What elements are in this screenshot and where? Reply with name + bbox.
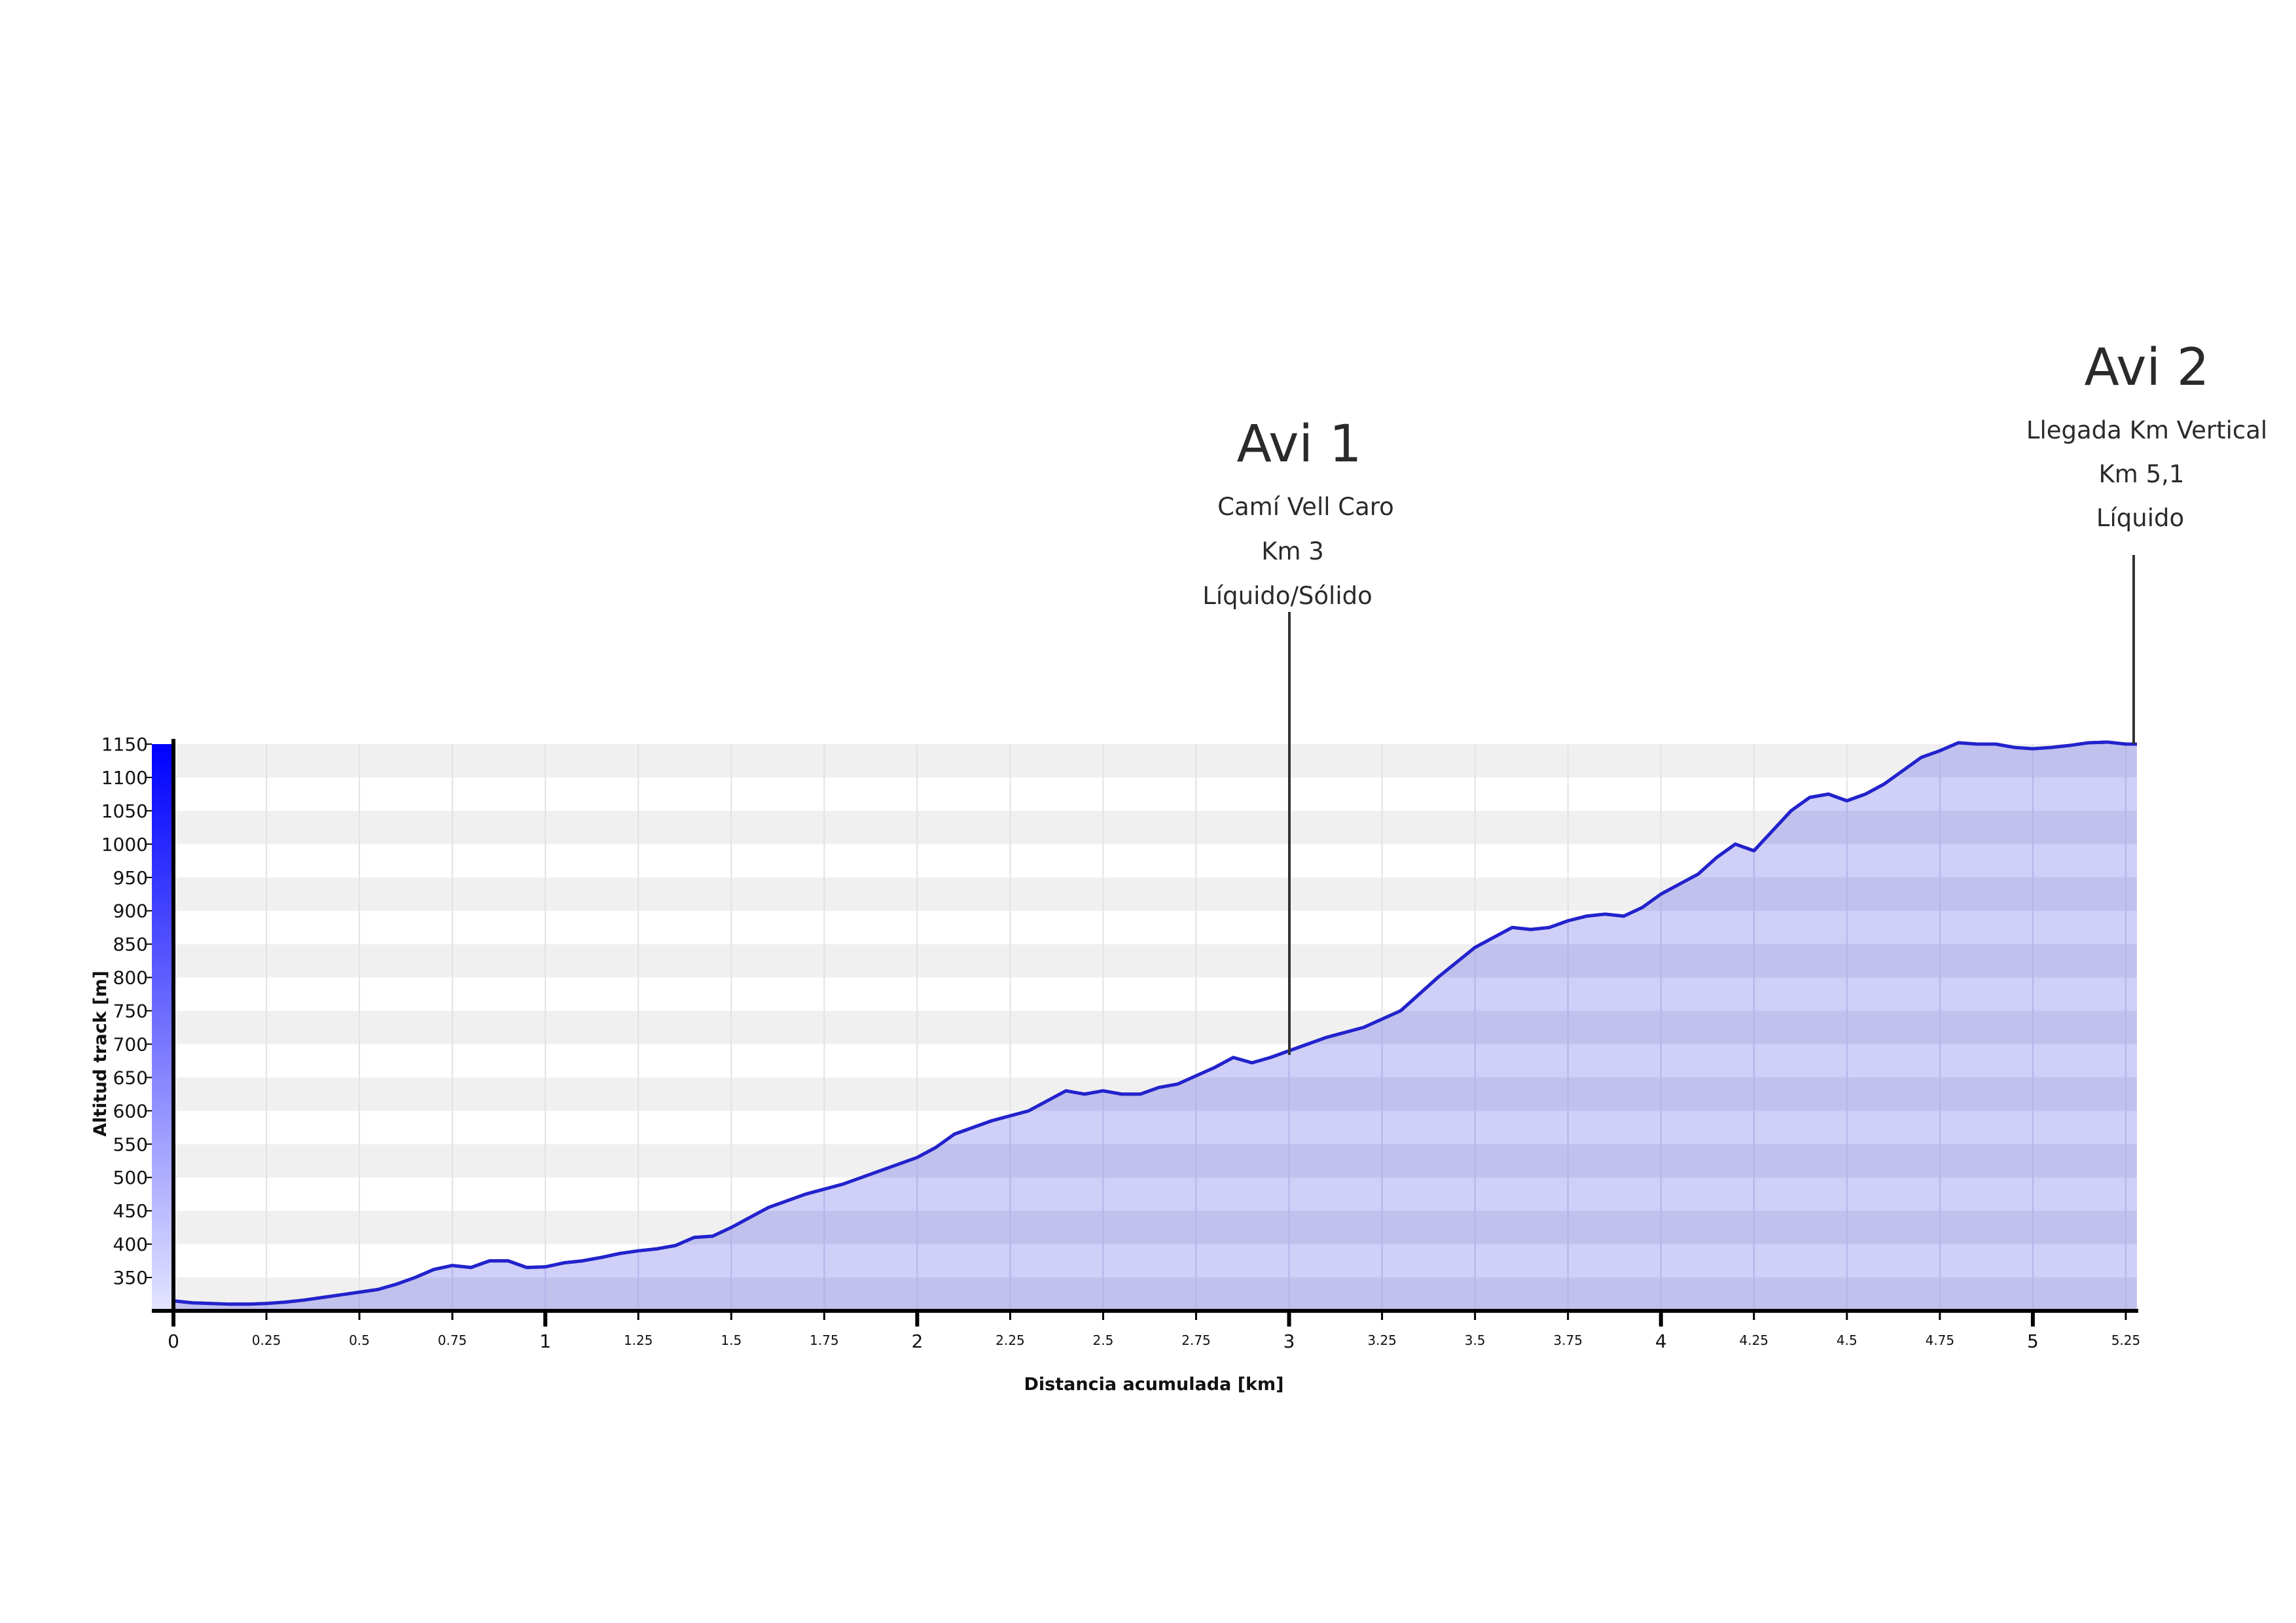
y-tick-label: 1100 [101, 767, 148, 789]
x-major-tick-label: 2 [911, 1330, 923, 1352]
y-tick-label: 550 [113, 1133, 148, 1155]
y-axis-title: Altitud track [m] [90, 971, 111, 1137]
y-tick-label: 1150 [101, 734, 148, 755]
y-tick-label: 350 [113, 1267, 148, 1289]
area-band [173, 1277, 2137, 1311]
annotation-line: Camí Vell Caro [1217, 493, 1394, 521]
y-tick-label: 800 [113, 967, 148, 989]
x-minor-tick-label: 4.75 [1926, 1332, 1955, 1348]
y-tick-label: 750 [113, 1001, 148, 1022]
x-minor-tick-label: 5.25 [2111, 1332, 2141, 1348]
annotation-line: Llegada Km Vertical [2026, 416, 2267, 444]
x-minor-tick-label: 3.75 [1553, 1332, 1583, 1348]
x-minor-tick-label: 1.25 [624, 1332, 653, 1348]
x-minor-tick-label: 1.75 [810, 1332, 839, 1348]
annotation-line: Líquido [2096, 504, 2184, 532]
x-minor-tick-label: 0.75 [438, 1332, 467, 1348]
annotation-line: Km 3 [1261, 537, 1324, 565]
annotation-line: Km 5,1 [2099, 460, 2185, 488]
y-tick-label: 1050 [101, 800, 148, 822]
axes: 1150 1100 1050 1000 950 900 850 800 750 700 650 600… [101, 734, 2140, 1352]
annotation-title: Avi 2 [2084, 338, 2209, 397]
x-minor-tick-label: 4.5 [1837, 1332, 1857, 1348]
y-tick-label: 400 [113, 1234, 148, 1255]
y-tick-label: 850 [113, 934, 148, 955]
x-minor-tick-label: 3.5 [1465, 1332, 1486, 1348]
y-tick-label: 950 [113, 867, 148, 889]
x-major-tick-label: 0 [168, 1330, 179, 1352]
x-axis-title: Distancia acumulada [km] [1024, 1374, 1284, 1395]
x-minor-tick-label: 3.25 [1367, 1332, 1397, 1348]
x-major-tick-label: 4 [1655, 1330, 1667, 1352]
x-major-tick-label: 1 [539, 1330, 551, 1352]
elevation-line-top [173, 740, 2137, 1306]
x-minor-tick-label: 1.5 [721, 1332, 742, 1348]
annotation-line: Líquido/Sólido [1202, 582, 1372, 610]
y-tick-label: 1000 [101, 834, 148, 855]
annotation-2: Avi 2 Llegada Km Vertical Km 5,1 Líquido [2026, 338, 2267, 744]
y-tick-label: 700 [113, 1033, 148, 1055]
y-tick-label: 500 [113, 1167, 148, 1188]
y-axis-gradient [152, 744, 173, 1311]
y-tick-label: 450 [113, 1200, 148, 1222]
y-tick-label: 650 [113, 1067, 148, 1088]
x-major-tick-label: 3 [1283, 1330, 1295, 1352]
grid-band [173, 744, 2137, 777]
x-minor-tick-label: 2.25 [996, 1332, 1025, 1348]
x-minor-tick-label: 0.25 [252, 1332, 281, 1348]
x-minor-tick-label: 2.5 [1093, 1332, 1114, 1348]
y-tick-label: 600 [113, 1100, 148, 1122]
annotation-title: Avi 1 [1236, 415, 1361, 474]
x-minor-tick-label: 4.25 [1740, 1332, 1769, 1348]
x-minor-tick-label: 2.75 [1181, 1332, 1211, 1348]
x-major-tick-label: 5 [2027, 1330, 2039, 1352]
y-tick-label: 900 [113, 901, 148, 922]
annotation-1: Avi 1 Camí Vell Caro Km 3 Líquido/Sólido [1202, 415, 1394, 1055]
x-minor-tick-label: 0.5 [349, 1332, 370, 1348]
